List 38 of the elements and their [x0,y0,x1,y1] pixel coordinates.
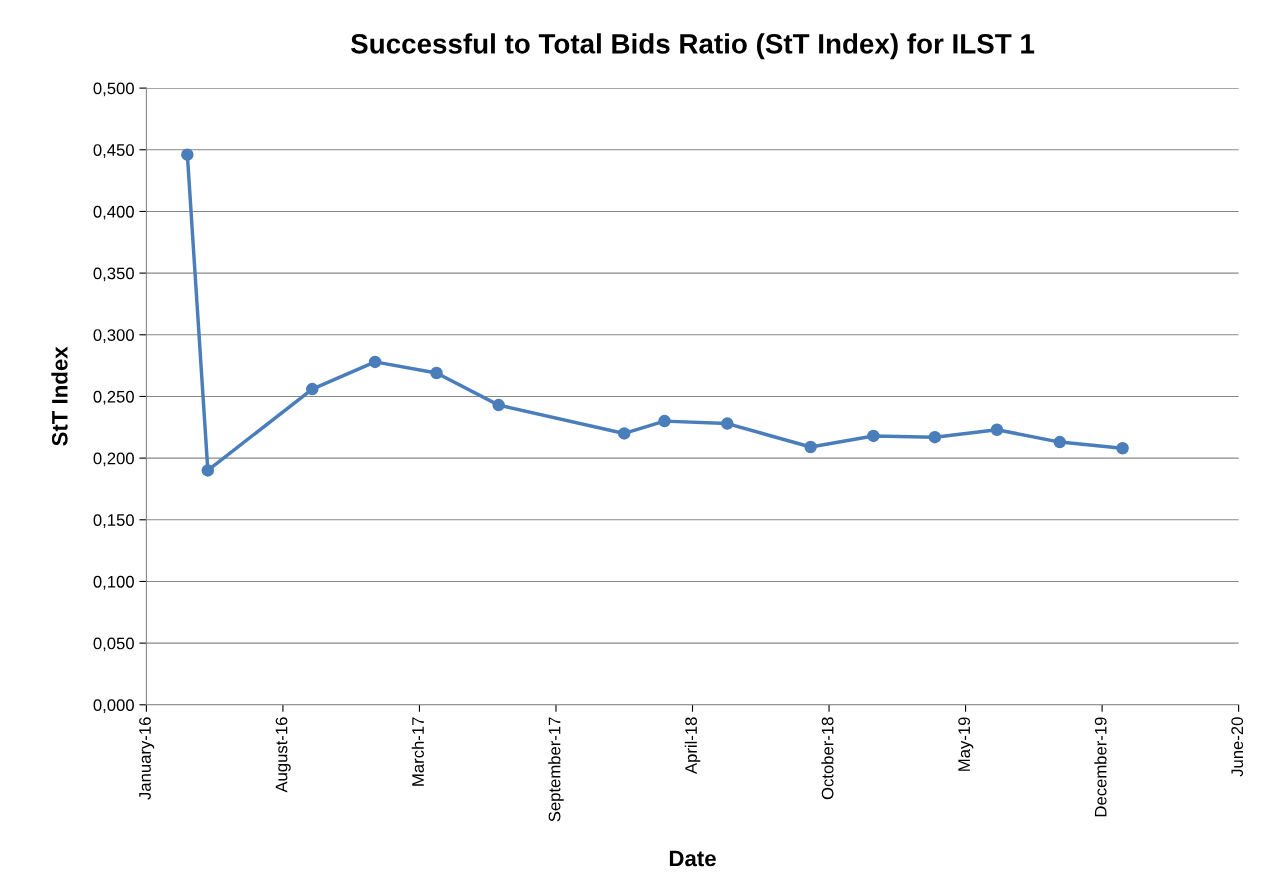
y-tick-label: 0,350 [93,267,134,282]
y-tick-label: 0,250 [93,390,134,405]
y-axis-title: StT Index [51,346,68,446]
point [430,366,443,380]
x-tick-label: August-16 [275,717,291,793]
point [306,382,319,396]
point [492,398,505,412]
point [617,427,631,440]
point [804,440,817,454]
x-tick-label: December-19 [1094,717,1107,817]
x-tick-label: April-18 [684,717,701,774]
point [368,355,382,369]
x-tick-label: January-16 [139,717,155,800]
point [990,423,1004,437]
point [181,148,194,161]
point [201,464,215,477]
x-axis-title: Date [669,850,716,867]
y-tick-label: 0,000 [93,699,134,713]
y-tick-label: 0,050 [93,637,134,652]
y-tick-label: 0,150 [93,514,134,528]
y-tick-label: 0,300 [93,329,134,343]
x-tick-label: May-19 [958,717,974,771]
point [928,430,942,444]
point [867,429,880,443]
y-tick-label: 0,500 [93,82,134,97]
x-tick-label: September-17 [548,717,564,822]
x-tick-label: June-20 [1231,717,1244,777]
y-tick-label: 0,100 [93,575,134,590]
point [1116,442,1129,455]
y-tick-label: 0,450 [93,144,134,158]
point [658,414,671,428]
y-tick-label: 0,200 [93,452,134,467]
point [721,417,734,430]
y-tick-label: 0,400 [93,205,134,220]
point [1053,435,1067,449]
chart-title: Successful to Total Bids Ratio (StT Index) for ILST 1 [350,33,1035,60]
x-tick-label: October-18 [821,717,834,800]
x-tick-label: March-17 [411,717,424,786]
